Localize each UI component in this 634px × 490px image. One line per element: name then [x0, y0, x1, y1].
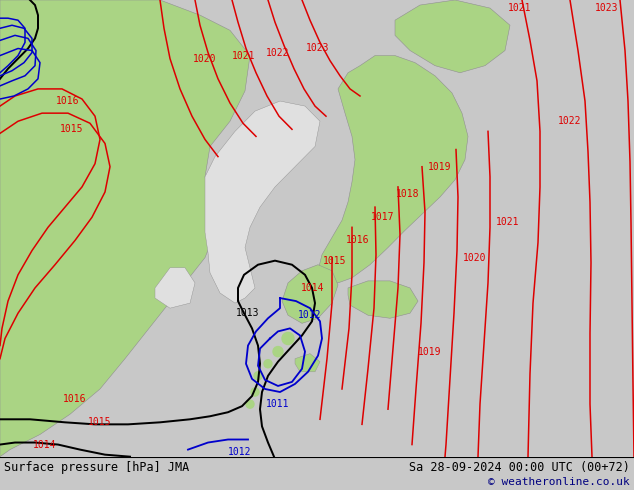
Text: 1015: 1015: [323, 256, 347, 266]
Polygon shape: [205, 101, 320, 303]
Text: 1022: 1022: [266, 48, 290, 57]
Text: 1021: 1021: [232, 50, 256, 61]
Text: 1018: 1018: [396, 189, 420, 199]
Polygon shape: [282, 265, 338, 323]
Text: 1016: 1016: [56, 96, 80, 106]
Text: 1012: 1012: [298, 310, 321, 320]
Text: Sa 28-09-2024 00:00 UTC (00+72): Sa 28-09-2024 00:00 UTC (00+72): [409, 461, 630, 474]
Circle shape: [254, 372, 262, 380]
Text: 1019: 1019: [428, 162, 452, 172]
Text: 1021: 1021: [508, 3, 532, 13]
Text: 1016: 1016: [346, 236, 370, 245]
Text: 1022: 1022: [559, 116, 582, 126]
Polygon shape: [0, 0, 250, 457]
Text: 1015: 1015: [88, 417, 112, 427]
Text: 1020: 1020: [193, 53, 217, 64]
Text: 1017: 1017: [372, 212, 395, 222]
Text: 1013: 1013: [236, 308, 260, 318]
Polygon shape: [348, 281, 418, 318]
Circle shape: [282, 332, 294, 344]
Text: 1014: 1014: [33, 440, 57, 449]
Circle shape: [264, 360, 272, 368]
Polygon shape: [155, 268, 195, 308]
Text: 1023: 1023: [306, 44, 330, 53]
Text: Surface pressure [hPa] JMA: Surface pressure [hPa] JMA: [4, 461, 190, 474]
Text: 1019: 1019: [418, 346, 442, 357]
Text: 1016: 1016: [63, 394, 87, 404]
Text: 1015: 1015: [60, 124, 84, 134]
Text: 1020: 1020: [463, 253, 487, 263]
Text: 1011: 1011: [266, 399, 290, 409]
Polygon shape: [395, 0, 510, 73]
Circle shape: [246, 400, 254, 408]
Polygon shape: [318, 55, 468, 283]
Text: 1021: 1021: [496, 217, 520, 227]
Polygon shape: [295, 354, 320, 372]
Text: 1023: 1023: [595, 3, 619, 13]
Circle shape: [273, 346, 283, 357]
Circle shape: [251, 388, 259, 396]
Text: © weatheronline.co.uk: © weatheronline.co.uk: [488, 477, 630, 487]
Text: 1012: 1012: [228, 446, 252, 457]
Text: 1014: 1014: [301, 283, 325, 293]
